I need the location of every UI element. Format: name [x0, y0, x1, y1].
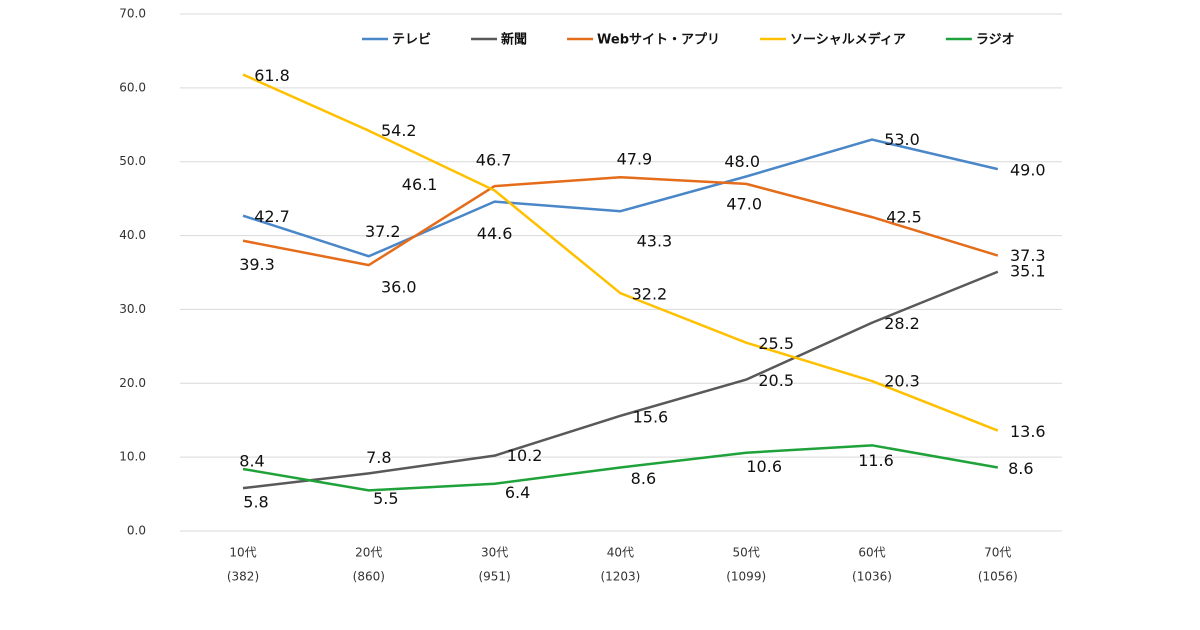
legend-label: Webサイト・アプリ — [597, 33, 720, 48]
x-tick-label: 60代 — [858, 546, 885, 560]
x-tick-label: 50代 — [733, 546, 760, 560]
series-line — [242, 138, 999, 258]
y-tick-label: 40.0 — [119, 228, 146, 242]
value-label: 35.1 — [1010, 261, 1046, 280]
x-tick-note: (1099) — [726, 570, 766, 584]
value-label: 13.6 — [1010, 422, 1046, 441]
value-label: 28.2 — [884, 314, 920, 333]
x-tick-label: 20代 — [355, 546, 382, 560]
value-label: 49.0 — [1010, 161, 1046, 180]
value-label: 46.7 — [476, 151, 512, 170]
value-label: 7.8 — [366, 448, 391, 467]
legend-label: ソーシャルメディア — [790, 32, 906, 48]
value-label: 6.4 — [505, 483, 530, 502]
legend-label: ラジオ — [976, 33, 1015, 48]
y-tick-label: 70.0 — [119, 7, 146, 21]
series-line — [242, 175, 999, 267]
y-tick-label: 20.0 — [119, 376, 146, 390]
value-label: 42.5 — [886, 208, 922, 227]
value-label: 5.8 — [243, 493, 268, 512]
value-label: 44.6 — [477, 224, 513, 243]
x-tick-note: (951) — [478, 570, 510, 584]
value-label: 10.6 — [746, 457, 782, 476]
value-label: 53.0 — [884, 130, 920, 149]
legend-label: テレビ — [392, 32, 431, 48]
value-label: 47.9 — [617, 150, 653, 169]
y-tick-label: 50.0 — [119, 154, 146, 168]
x-tick-note: (1056) — [978, 570, 1018, 584]
value-label: 46.1 — [402, 175, 438, 194]
y-tick-label: 30.0 — [119, 302, 146, 316]
value-label: 5.5 — [373, 489, 398, 508]
series-line — [242, 270, 999, 490]
value-label: 15.6 — [633, 407, 669, 426]
value-label: 43.3 — [637, 232, 673, 251]
value-label: 37.3 — [1010, 246, 1046, 265]
series-line — [242, 73, 999, 432]
value-label: 8.6 — [631, 469, 656, 488]
y-tick-label: 0.0 — [127, 524, 146, 538]
value-label: 48.0 — [724, 152, 760, 171]
value-label: 47.0 — [726, 194, 762, 213]
x-tick-note: (1203) — [600, 570, 640, 584]
series-line — [242, 444, 999, 492]
x-tick-label: 10代 — [229, 546, 256, 560]
legend-label: 新聞 — [501, 32, 527, 48]
x-tick-label: 30代 — [481, 546, 508, 560]
value-label: 8.4 — [239, 451, 264, 470]
value-label: 20.5 — [758, 371, 794, 390]
value-label: 11.6 — [858, 451, 894, 470]
x-tick-note: (860) — [353, 570, 385, 584]
value-label: 10.2 — [507, 446, 543, 465]
value-label: 37.2 — [365, 222, 401, 241]
x-tick-label: 40代 — [607, 546, 634, 560]
value-label: 36.0 — [381, 278, 417, 297]
x-tick-label: 70代 — [984, 546, 1011, 560]
value-label: 32.2 — [632, 285, 668, 304]
value-label: 39.3 — [239, 255, 275, 274]
y-tick-label: 60.0 — [119, 80, 146, 94]
value-label: 54.2 — [381, 121, 417, 140]
x-tick-note: (1036) — [852, 570, 892, 584]
value-label: 42.7 — [254, 207, 290, 226]
x-tick-note: (382) — [227, 570, 259, 584]
value-label: 20.3 — [884, 372, 920, 391]
y-tick-label: 10.0 — [119, 450, 146, 464]
value-label: 61.8 — [254, 66, 290, 85]
value-label: 8.6 — [1008, 459, 1033, 478]
value-label: 25.5 — [758, 334, 794, 353]
